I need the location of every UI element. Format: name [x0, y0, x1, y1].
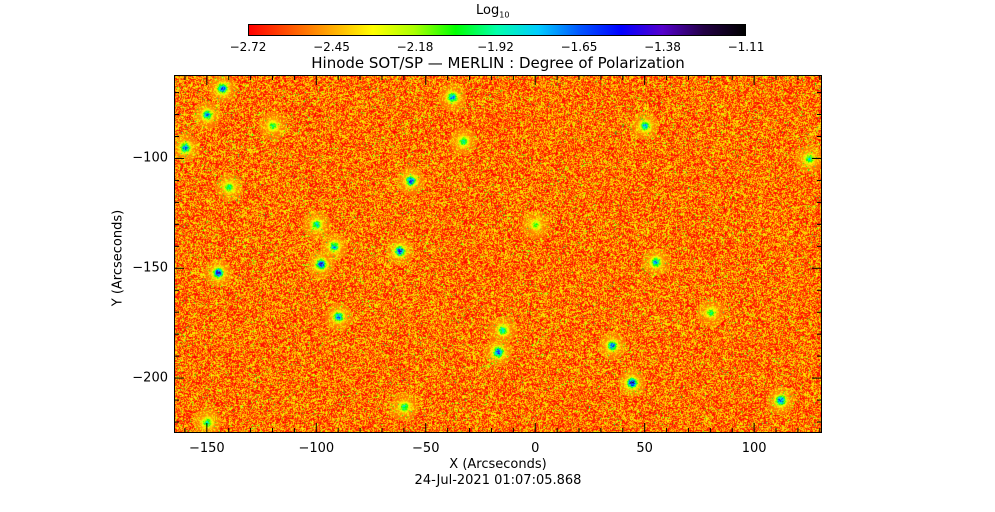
colorbar-tick-label: −1.92 — [477, 40, 514, 54]
observation-timestamp: 24-Jul-2021 01:07:05.868 — [414, 473, 582, 488]
y-tick-label: −100 — [132, 150, 168, 166]
colorbar-label-main: Log — [476, 3, 500, 18]
y-axis-label: Y (Arcseconds) — [110, 209, 126, 307]
polarization-map — [174, 75, 822, 433]
x-tick-label: −150 — [188, 441, 225, 456]
colorbar-tick-label: −1.11 — [727, 40, 765, 54]
x-tick-label: 0 — [531, 441, 540, 456]
x-tick-label: −100 — [298, 441, 335, 456]
x-tick-label: 100 — [741, 441, 767, 456]
colorbar-label-sub: 10 — [499, 10, 510, 20]
y-tick-label: −200 — [132, 370, 168, 386]
colorbar — [248, 24, 746, 36]
colorbar-label: Log10 — [476, 3, 509, 20]
colorbar-tick-label: −1.65 — [560, 40, 598, 54]
y-tick-label: −150 — [132, 260, 168, 276]
chart-title: Hinode SOT/SP — MERLIN : Degree of Polar… — [311, 54, 685, 72]
x-axis-label: X (Arcseconds) — [449, 457, 547, 472]
x-tick-label: −50 — [412, 441, 440, 456]
plot-area — [174, 75, 822, 433]
colorbar-tick-label: −1.38 — [644, 40, 681, 54]
plot-axes — [174, 75, 822, 433]
plot-frame — [174, 75, 822, 433]
colorbar-tick-label: −2.72 — [229, 40, 267, 54]
colorbar-tick-label: −2.45 — [313, 40, 350, 54]
colorbar-tick-label: −2.18 — [396, 40, 434, 54]
x-tick-label: 50 — [636, 441, 653, 456]
